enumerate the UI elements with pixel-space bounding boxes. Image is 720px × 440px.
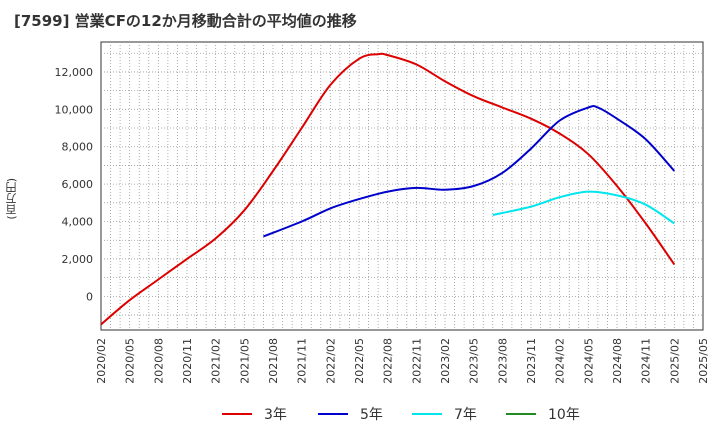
- x-tick-label: 2021/11: [296, 338, 309, 384]
- x-tick-label: 2025/02: [668, 338, 681, 384]
- series-line-1: [100, 52, 676, 326]
- x-tick-label: 2022/08: [382, 338, 395, 384]
- series-layer: [100, 52, 676, 326]
- x-tick-label: 2021/05: [238, 338, 251, 384]
- y-tick-label: 10,000: [55, 103, 94, 116]
- y-tick-label: 6,000: [62, 178, 94, 191]
- legend-label-3: 7年: [454, 407, 477, 423]
- legend-label-1: 3年: [264, 407, 287, 423]
- series-line-2: [263, 104, 676, 238]
- legend-label-4: 10年: [548, 407, 580, 423]
- legend-layer: 3年 5年 7年 10年: [222, 407, 580, 423]
- x-tick-label: 2022/11: [410, 338, 423, 384]
- x-tick-label: 2020/11: [181, 338, 194, 384]
- x-tick-label: 2022/05: [353, 338, 366, 384]
- x-tick-label: 2023/02: [439, 338, 452, 384]
- x-tick-label: 2024/02: [554, 338, 567, 384]
- x-tick-label: 2021/02: [210, 338, 223, 384]
- x-tick-label: 2020/08: [152, 338, 165, 384]
- x-tick-label: 2020/02: [95, 338, 108, 384]
- x-tick-label: 2023/08: [496, 338, 509, 384]
- x-tick-label: 2022/02: [324, 338, 337, 384]
- grid-layer: [100, 41, 704, 331]
- y-tick-label: 12,000: [55, 66, 94, 79]
- plot-area: [100, 41, 704, 331]
- y-tick-label: 0: [86, 290, 93, 303]
- legend-label-2: 5年: [360, 407, 383, 423]
- x-tick-label: 2024/11: [640, 338, 653, 384]
- chart-title: [7599] 営業CFの12か月移動合計の平均値の推移: [14, 12, 357, 30]
- x-tick-label: 2020/05: [124, 338, 137, 384]
- y-tick-label: 2,000: [62, 253, 94, 266]
- y-tick-label: 8,000: [62, 141, 94, 154]
- x-tick-label: 2023/05: [468, 338, 481, 384]
- x-tick-label: 2023/11: [525, 338, 538, 384]
- y-tick-label: 4,000: [62, 216, 94, 229]
- x-tick-label: 2025/05: [697, 338, 710, 384]
- series-line-3: [492, 190, 675, 225]
- x-tick-label: 2021/08: [267, 338, 280, 384]
- x-tick-label: 2024/05: [582, 338, 595, 384]
- x-tick-label: 2024/08: [611, 338, 624, 384]
- axis-layer: 0 2,000 4,000 6,000 8,000 10,000 12,000 2020/02…: [55, 66, 711, 384]
